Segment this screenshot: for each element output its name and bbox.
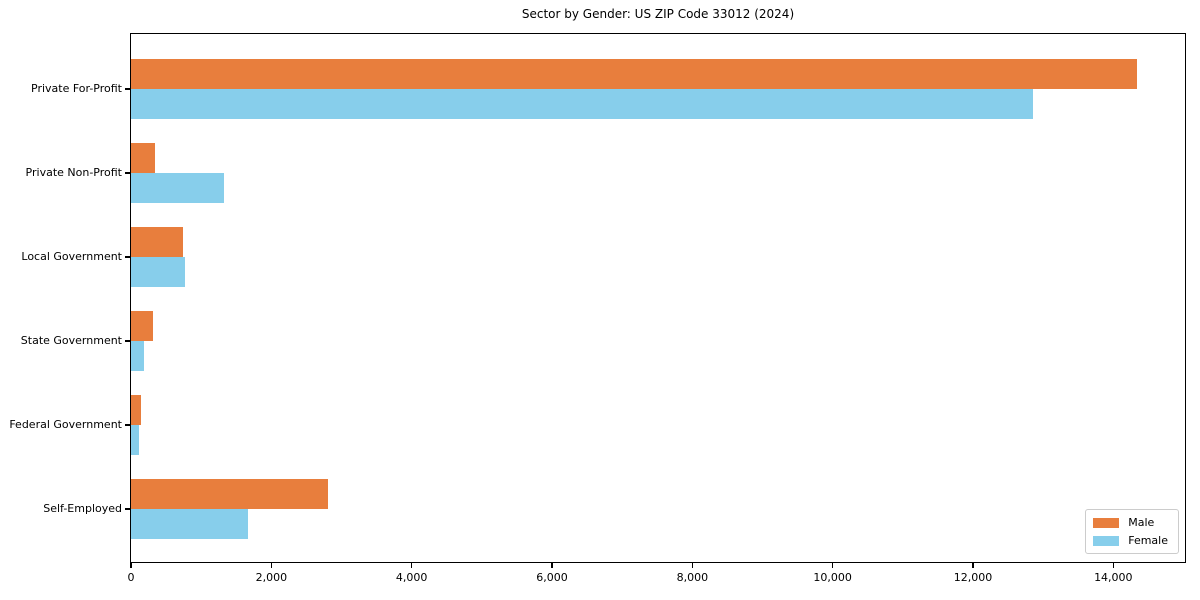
legend-item-male: Male xyxy=(1093,516,1168,529)
y-axis-label-self-employed: Self-Employed xyxy=(43,502,122,515)
x-tick-label-8000: 8,000 xyxy=(676,571,709,584)
bar-female-local-government xyxy=(131,257,186,287)
bar-male-private-non-profit xyxy=(131,143,155,173)
plot-area: Private For-Profit Private Non-Profit Loca… xyxy=(9,33,1186,584)
legend-swatch-male xyxy=(1093,517,1120,528)
y-tick-state-government xyxy=(125,340,130,342)
bar-male-self-employed xyxy=(131,479,329,509)
bar-female-private-for-profit xyxy=(131,89,1033,119)
bar-male-local-government xyxy=(131,227,183,257)
y-tick-private-for-profit xyxy=(125,88,130,90)
x-tick-2000 xyxy=(270,563,273,568)
bar-female-state-government xyxy=(131,341,144,371)
x-tick-label-14000: 14,000 xyxy=(1094,571,1133,584)
bar-female-private-non-profit xyxy=(131,173,224,203)
x-tick-label-10000: 10,000 xyxy=(813,571,852,584)
x-tick-8000 xyxy=(691,563,694,568)
y-axis-label-federal-government: Federal Government xyxy=(9,418,122,431)
x-tick-label-12000: 12,000 xyxy=(953,571,993,584)
legend-label-female: Female xyxy=(1128,534,1168,547)
bar-female-self-employed xyxy=(131,509,249,539)
y-tick-self-employed xyxy=(125,508,130,510)
y-axis-label-private-for-profit: Private For-Profit xyxy=(31,82,122,95)
x-tick-4000 xyxy=(410,563,413,568)
y-axis-label-private-non-profit: Private Non-Profit xyxy=(25,166,122,179)
y-tick-federal-government xyxy=(125,424,130,426)
legend-label-male: Male xyxy=(1128,516,1155,529)
x-tick-0 xyxy=(130,563,132,568)
legend-swatch-female xyxy=(1093,535,1120,546)
chart-title: Sector by Gender: US ZIP Code 33012 (202… xyxy=(521,7,795,21)
y-tick-private-non-profit xyxy=(125,172,130,174)
x-tick-14000 xyxy=(1112,563,1115,568)
x-tick-label-4000: 4,000 xyxy=(395,571,428,584)
x-tick-10000 xyxy=(831,563,834,568)
x-tick-label-6000: 6,000 xyxy=(536,571,568,584)
y-axis-label-local-government: Local Government xyxy=(21,250,122,263)
x-tick-12000 xyxy=(972,563,974,568)
y-tick-local-government xyxy=(125,256,130,258)
y-axis-label-state-government: State Government xyxy=(20,334,122,347)
legend: Male Female xyxy=(1085,509,1179,554)
x-tick-label-2000: 2,000 xyxy=(255,571,288,584)
x-tick-6000 xyxy=(551,563,553,568)
bar-female-federal-government xyxy=(131,425,139,455)
legend-item-female: Female xyxy=(1093,534,1168,547)
bar-male-private-for-profit xyxy=(131,59,1138,89)
x-tick-label-0: 0 xyxy=(127,571,135,584)
bar-male-federal-government xyxy=(131,395,141,425)
bar-male-state-government xyxy=(131,311,154,341)
